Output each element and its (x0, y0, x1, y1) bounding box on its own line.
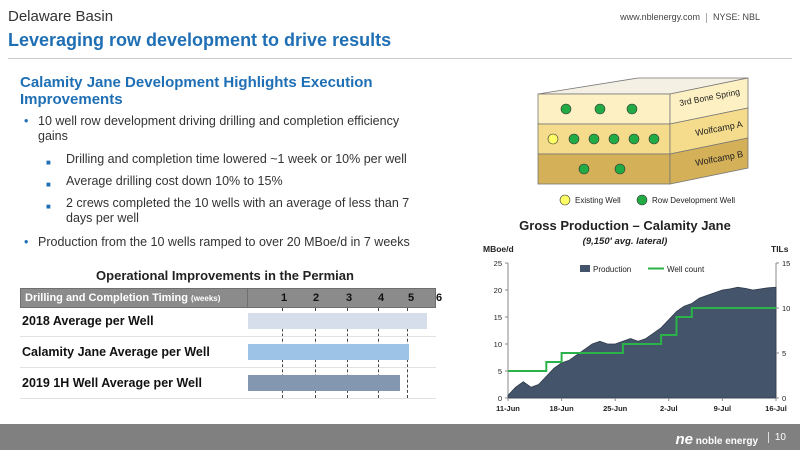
header-divider (705, 12, 707, 23)
bullet-text: 10 well row development driving drilling… (38, 114, 400, 143)
production-area (507, 286, 777, 399)
ticker-text: NYSE: NBL (712, 12, 760, 22)
row-well-marker (628, 133, 640, 145)
sub-bullet-item: ■ 2 crews completed the 10 wells with an… (46, 196, 436, 226)
legend-production-label: Production (593, 265, 631, 274)
x-tick-label: 18-Jun (550, 404, 575, 413)
row-divider (20, 398, 436, 399)
legend-existing-well-label: Existing Well (575, 196, 621, 205)
page-number: 10 (767, 432, 786, 443)
timing-bar (248, 313, 427, 329)
row-well-marker (608, 133, 620, 145)
timing-header-text: Drilling and Completion Timing (25, 292, 188, 304)
row-well-marker (614, 163, 626, 175)
website-link[interactable]: www.nblenergy.com (620, 12, 700, 22)
row-well-marker (560, 103, 572, 115)
bullet-marker: • (24, 114, 29, 128)
week-label: 2 (312, 292, 320, 304)
layer-side-3 (669, 137, 749, 185)
timing-header-unit: (weeks) (191, 294, 221, 303)
timing-header-label: Drilling and Completion Timing (weeks) (25, 292, 220, 304)
y2-tick-label: 15 (782, 259, 790, 268)
bullet-text: 2 crews completed the 10 wells with an a… (66, 196, 410, 225)
timing-row-label: Calamity Jane Average per Well (22, 345, 210, 359)
x-tick-label: 2-Jul (660, 404, 678, 413)
geology-diagram: 3rd Bone Spring Wolfcamp A Wolfcamp B Ex… (537, 77, 749, 206)
production-chart: 0 5 10 15 20 25 0 5 10 15 11-Jun 18-Jun 25-Jun 2-Jul 9… (483, 244, 790, 413)
wells-layer2 (547, 133, 660, 145)
square-bullet-icon: ■ (46, 202, 51, 211)
timing-bar (248, 344, 409, 360)
layer-front-3 (537, 153, 671, 185)
week-label: 3 (345, 292, 353, 304)
row-divider (20, 336, 436, 337)
legend-wellcount-label: Well count (667, 265, 705, 274)
week-label: 4 (377, 292, 385, 304)
y-tick-label: 5 (498, 367, 502, 376)
x-tick-label: 9-Jul (714, 404, 732, 413)
header-divider-line (8, 58, 792, 59)
week-label: 5 (407, 292, 415, 304)
existing-well-marker (547, 133, 559, 145)
y-tick-label: 20 (494, 286, 502, 295)
y-tick-label: 15 (494, 313, 502, 322)
legend-row-well-icon (636, 194, 648, 206)
timing-bar (248, 375, 400, 391)
timing-table-header: Drilling and Completion Timing (weeks) 1… (20, 288, 442, 308)
header-links: www.nblenergy.com NYSE: NBL (620, 12, 760, 23)
layer-front-2 (537, 123, 671, 155)
week-label: 1 (280, 292, 288, 304)
operational-title: Operational Improvements in the Permian (96, 268, 354, 283)
bullet-text: Drilling and completion time lowered ~1 … (66, 152, 407, 166)
x-tick-label: 16-Jul (765, 404, 787, 413)
row-well-marker (648, 133, 660, 145)
wells-layer3 (578, 163, 626, 175)
y-tick-label: 10 (494, 340, 502, 349)
chart-subtitle: (9,150' avg. lateral) (582, 236, 668, 247)
week-label: 6 (435, 292, 443, 304)
bullet-item: • 10 well row development driving drilli… (24, 114, 424, 144)
row-divider (20, 367, 436, 368)
bullet-item: • Production from the 10 wells ramped to… (24, 235, 444, 250)
timing-row-label: 2019 1H Well Average per Well (22, 376, 202, 390)
row-well-marker (626, 103, 638, 115)
square-bullet-icon: ■ (46, 180, 51, 189)
y2-tick-label: 5 (782, 349, 786, 358)
legend-existing-well-icon (559, 194, 571, 206)
y2-tick-label: 0 (782, 394, 786, 403)
chart-title: Gross Production – Calamity Jane (519, 218, 731, 233)
bullet-marker: • (24, 235, 29, 249)
y-axis-label: MBoe/d (483, 244, 514, 254)
bullet-text: Average drilling cost down 10% to 15% (66, 174, 283, 188)
sub-bullet-item: ■ Average drilling cost down 10% to 15% (46, 174, 436, 189)
row-well-marker (578, 163, 590, 175)
x-tick-label: 25-Jun (603, 404, 628, 413)
row-well-marker (588, 133, 600, 145)
row-well-marker (594, 103, 606, 115)
row-well-marker (568, 133, 580, 145)
sub-bullet-item: ■ Drilling and completion time lowered ~… (46, 152, 436, 167)
bullet-text: Production from the 10 wells ramped to o… (38, 235, 410, 249)
y2-axis-label: TILs (771, 244, 789, 254)
x-tick-label: 11-Jun (496, 404, 520, 413)
highlights-heading: Calamity Jane Development Highlights Exe… (20, 74, 373, 108)
legend-row-well-label: Row Development Well (652, 196, 735, 205)
header-cell-divider (247, 289, 248, 307)
noble-energy-logo: ne noble energy (675, 431, 758, 448)
page-title: Leveraging row development to drive resu… (8, 30, 392, 50)
footer-bar (0, 424, 800, 450)
y2-tick-label: 10 (782, 304, 790, 313)
well-count-line (508, 307, 776, 372)
square-bullet-icon: ■ (46, 158, 51, 167)
legend-production-swatch (580, 265, 590, 272)
page-subtitle: Delaware Basin (8, 8, 114, 25)
y-tick-label: 25 (494, 259, 502, 268)
y-tick-label: 0 (498, 394, 502, 403)
timing-row-label: 2018 Average per Well (22, 314, 154, 328)
row-wells-layer1 (560, 103, 638, 115)
